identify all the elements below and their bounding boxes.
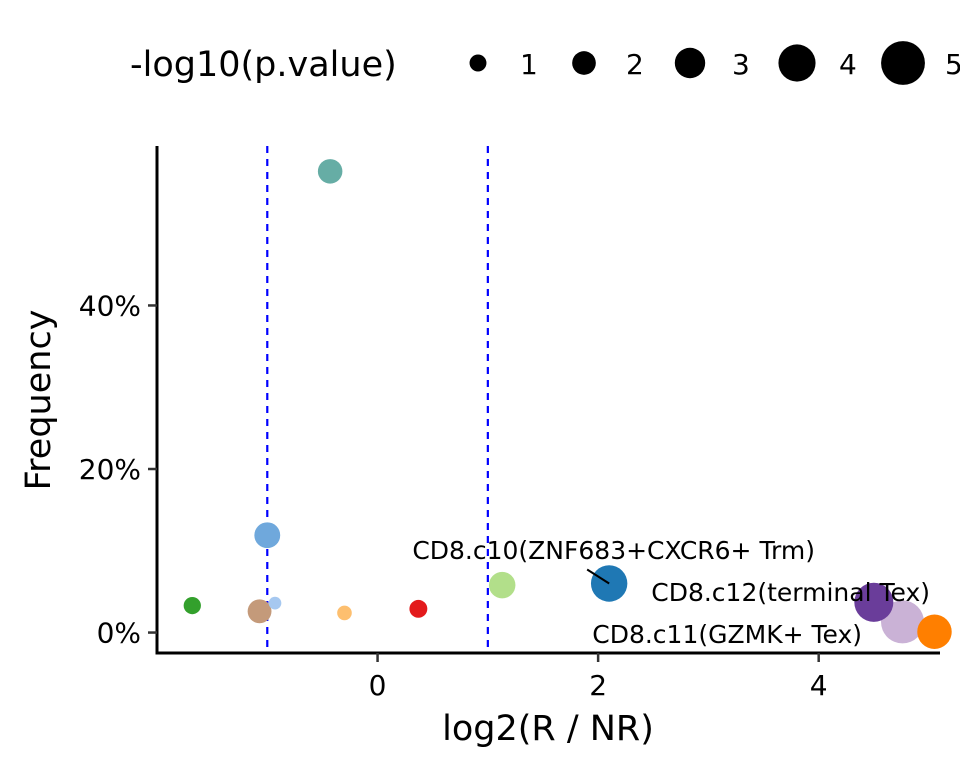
data-points: [183, 159, 952, 649]
legend-title: -log10(p.value): [130, 45, 397, 85]
legend-key-label: 2: [626, 48, 644, 81]
x-tick-label: 2: [589, 669, 607, 702]
legend-key-label: 4: [839, 48, 857, 81]
legend-key-dot: [881, 41, 925, 85]
point-label: CD8.c11(GZMK+ Tex): [592, 620, 862, 649]
legend-key-label: 3: [732, 48, 750, 81]
legend-key-dot: [778, 44, 816, 82]
reference-lines: [266, 146, 489, 653]
data-point: [183, 596, 201, 615]
point-label: CD8.c12(terminal Tex): [651, 578, 930, 607]
annotation-leader-line: [586, 568, 610, 585]
plot-area: CD8.c10(ZNF683+CXCR6+ Trm) CD8.c12(termin…: [183, 146, 952, 653]
data-point: [917, 614, 952, 649]
size-legend: -log10(p.value) 1 2 3 4 5: [130, 41, 960, 85]
data-point: [881, 600, 925, 644]
legend-key-label: 5: [945, 48, 960, 81]
point-annotations: CD8.c10(ZNF683+CXCR6+ Trm) CD8.c12(termin…: [412, 536, 930, 649]
point-label: CD8.c10(ZNF683+CXCR6+ Trm): [412, 536, 815, 565]
legend-key-label: 1: [520, 48, 538, 81]
x-axis-ticks: 0 2 4: [369, 653, 828, 702]
y-tick-label: 40%: [79, 289, 141, 322]
data-point: [854, 582, 894, 622]
axes: 0 2 4 0% 20% 40%: [79, 146, 940, 702]
x-tick-label: 0: [369, 669, 387, 702]
data-point: [488, 571, 516, 599]
y-axis-label: Frequency: [19, 310, 59, 491]
x-tick-label: 4: [810, 669, 828, 702]
data-point: [409, 599, 428, 618]
data-point: [337, 605, 352, 621]
y-axis-ticks: 0% 20% 40%: [79, 289, 157, 650]
legend-keys: 1 2 3 4 5: [469, 41, 960, 85]
data-point: [268, 596, 282, 610]
legend-key-dot: [674, 47, 706, 79]
y-tick-label: 20%: [79, 453, 141, 486]
y-tick-label: 0%: [97, 617, 141, 650]
legend-key-dot: [572, 51, 596, 75]
data-point: [254, 522, 281, 549]
data-point: [317, 159, 343, 184]
x-axis-label: log2(R / NR): [442, 709, 654, 749]
data-point: [247, 599, 272, 624]
legend-key-dot: [469, 54, 487, 72]
